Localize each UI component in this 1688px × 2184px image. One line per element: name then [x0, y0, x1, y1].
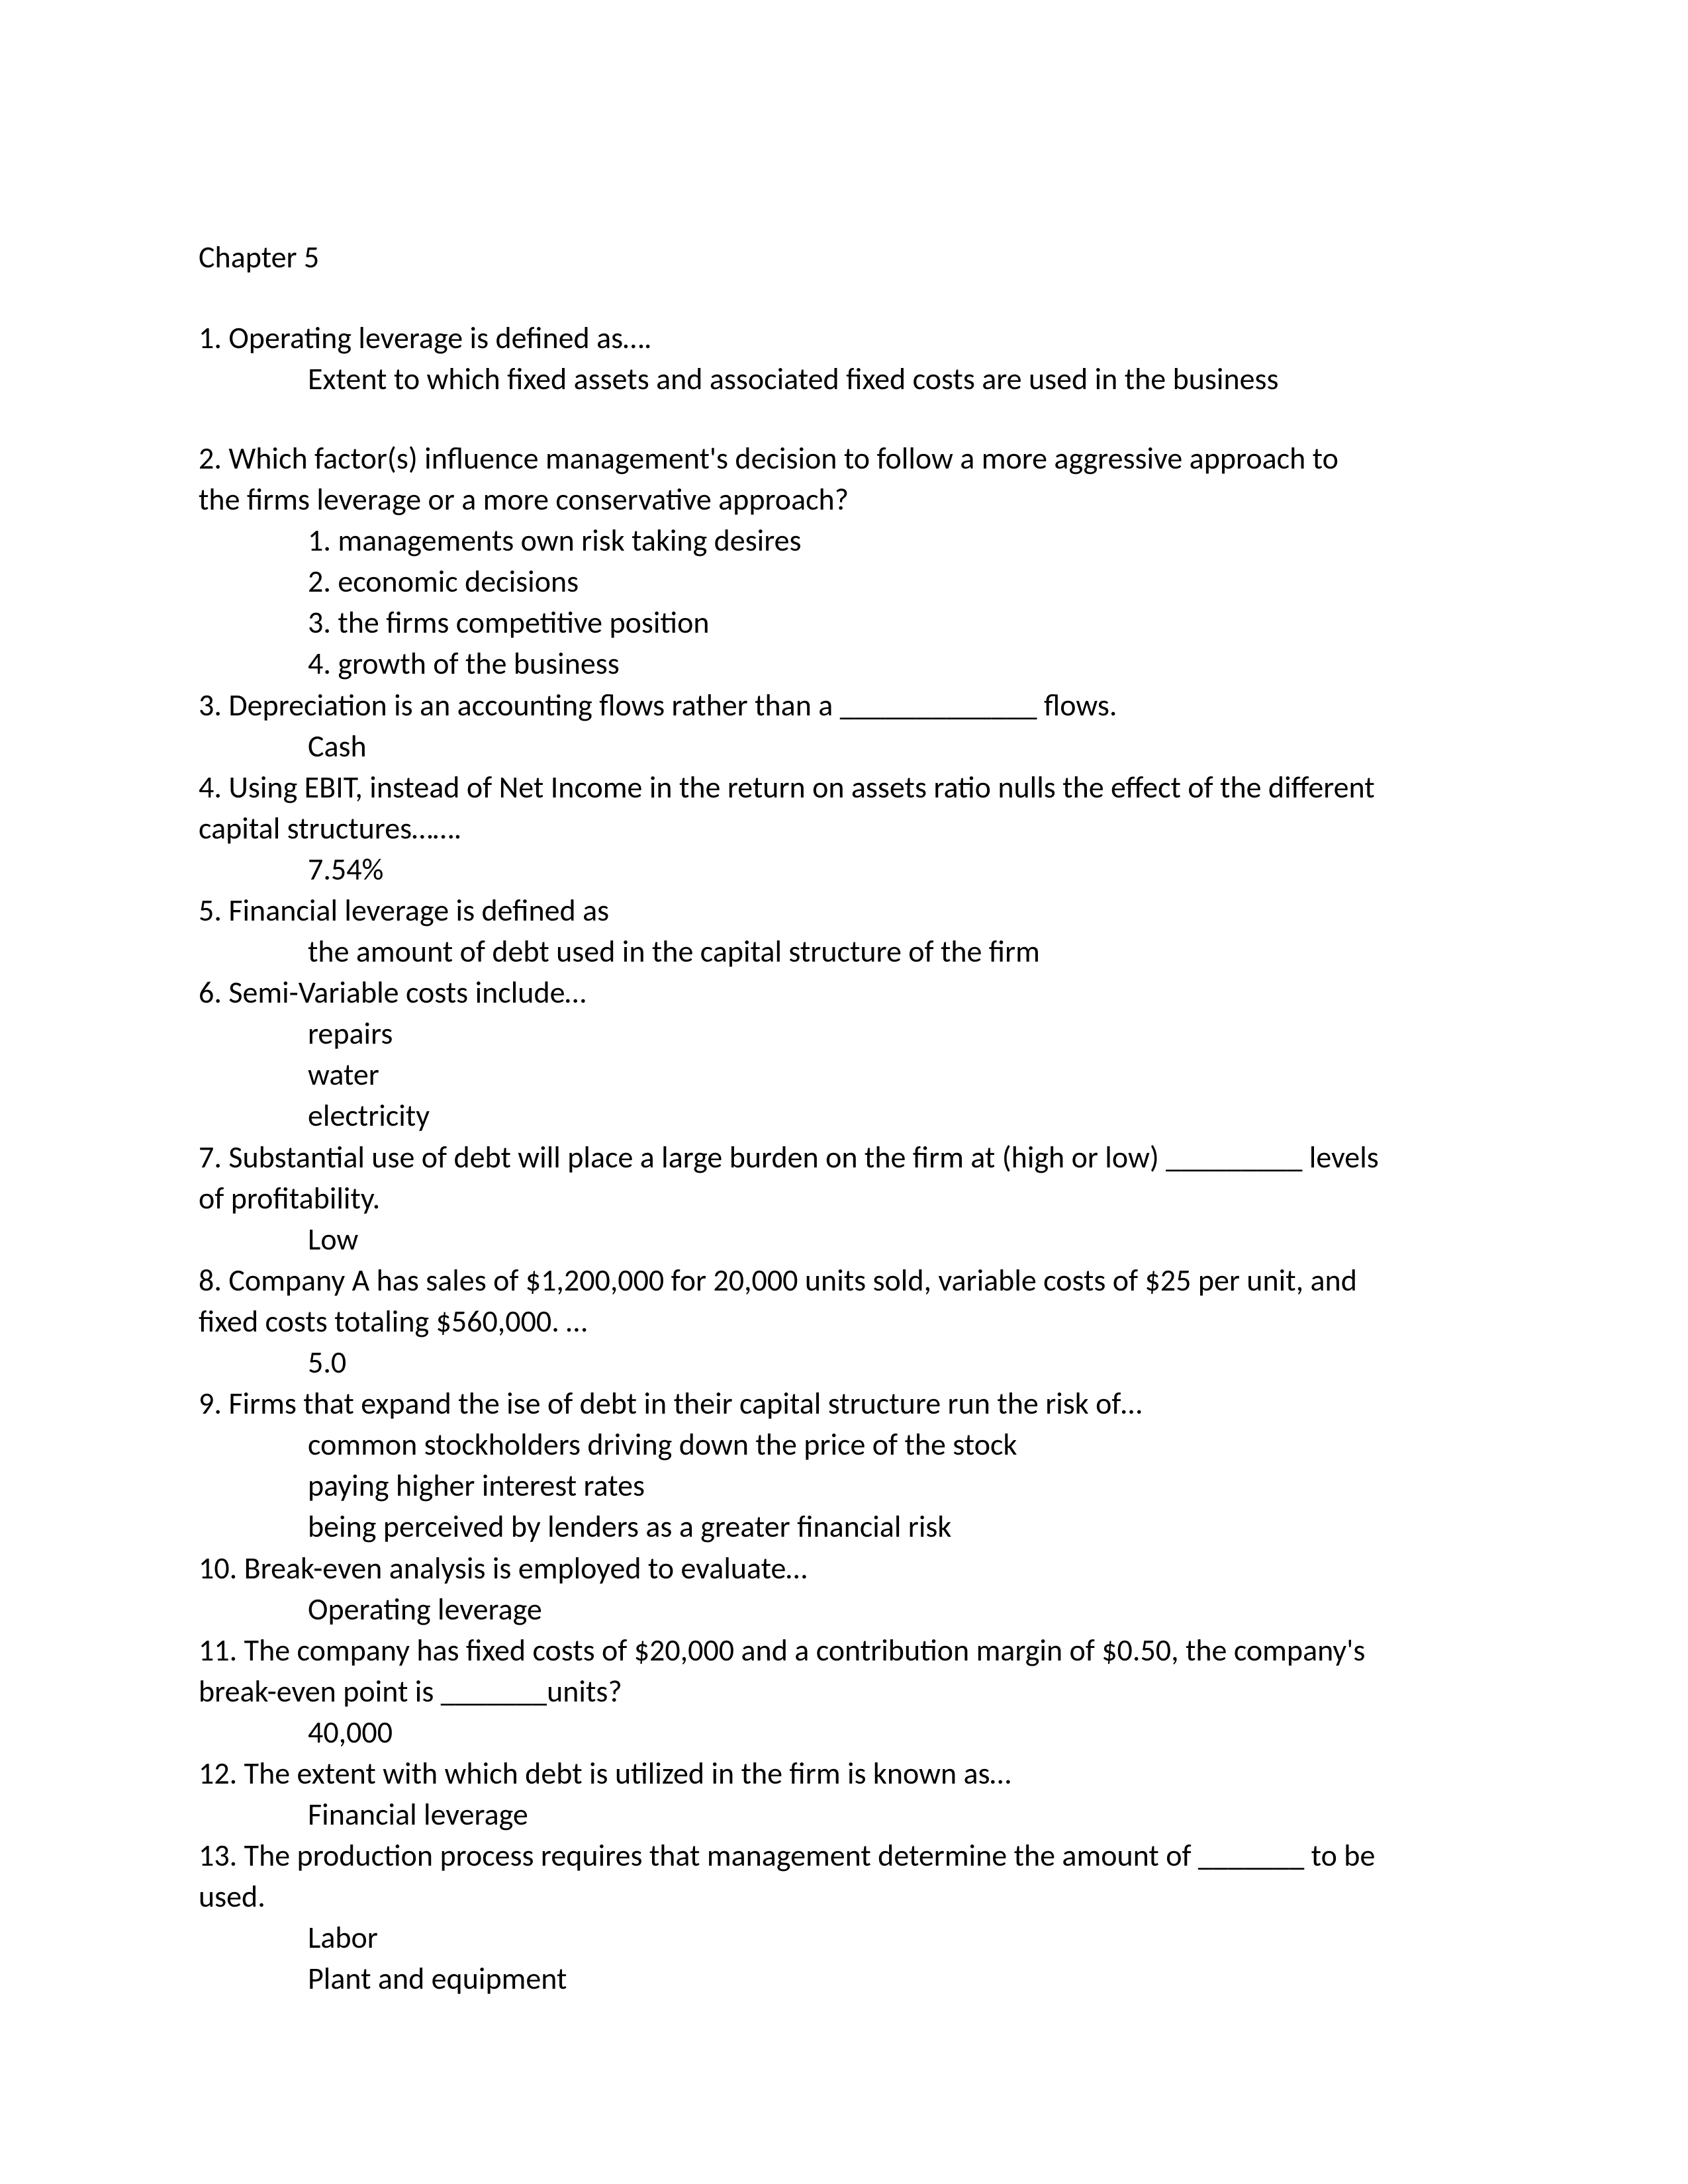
- question-block-2: 2. Which factor(s) influence management'…: [199, 438, 1489, 685]
- answer-text: repairs: [199, 1013, 1489, 1054]
- answer-text: paying higher interest rates: [199, 1465, 1489, 1506]
- answer-text: 3. the firms competitive position: [199, 602, 1489, 643]
- question-text: 6. Semi-Variable costs include…: [199, 972, 1489, 1013]
- answer-text: 4. growth of the business: [199, 643, 1489, 684]
- question-block-4: 4. Using EBIT, instead of Net Income in …: [199, 767, 1489, 890]
- question-text-cont: fixed costs totaling $560,000. …: [199, 1301, 1489, 1342]
- question-text: 9. Firms that expand the ise of debt in …: [199, 1383, 1489, 1424]
- question-text-cont: of profitability.: [199, 1178, 1489, 1219]
- question-text: 1. Operating leverage is defined as….: [199, 318, 1489, 359]
- document-page: Chapter 5 1. Operating leverage is defin…: [0, 0, 1688, 2184]
- question-text: 13. The production process requires that…: [199, 1835, 1489, 1876]
- spacer: [199, 400, 1489, 438]
- answer-text: water: [199, 1054, 1489, 1095]
- question-text-cont: the firms leverage or a more conservativ…: [199, 479, 1489, 520]
- question-text-cont: break-even point is _______units?: [199, 1671, 1489, 1712]
- question-block-6: 6. Semi-Variable costs include… repairs …: [199, 972, 1489, 1136]
- answer-text: common stockholders driving down the pri…: [199, 1424, 1489, 1465]
- question-text: 2. Which factor(s) influence management'…: [199, 438, 1489, 479]
- answer-text: Cash: [199, 726, 1489, 767]
- question-text: 8. Company A has sales of $1,200,000 for…: [199, 1260, 1489, 1301]
- question-text: 10. Break-even analysis is employed to e…: [199, 1548, 1489, 1589]
- question-block-3: 3. Depreciation is an accounting flows r…: [199, 685, 1489, 767]
- answer-text: being perceived by lenders as a greater …: [199, 1506, 1489, 1547]
- answer-text: Operating leverage: [199, 1589, 1489, 1630]
- question-block-5: 5. Financial leverage is defined as the …: [199, 890, 1489, 972]
- answer-text: Low: [199, 1219, 1489, 1260]
- answer-text: 40,000: [199, 1712, 1489, 1753]
- answer-text: 5.0: [199, 1342, 1489, 1383]
- question-text: 12. The extent with which debt is utiliz…: [199, 1753, 1489, 1794]
- question-block-9: 9. Firms that expand the ise of debt in …: [199, 1383, 1489, 1547]
- question-block-7: 7. Substantial use of debt will place a …: [199, 1137, 1489, 1260]
- answer-text: electricity: [199, 1095, 1489, 1136]
- answer-text: Labor: [199, 1917, 1489, 1958]
- question-block-1: 1. Operating leverage is defined as…. Ex…: [199, 318, 1489, 400]
- answer-text: Extent to which fixed assets and associa…: [199, 359, 1489, 400]
- question-block-8: 8. Company A has sales of $1,200,000 for…: [199, 1260, 1489, 1383]
- question-block-11: 11. The company has fixed costs of $20,0…: [199, 1630, 1489, 1753]
- answer-text: 7.54%: [199, 849, 1489, 890]
- question-text: 3. Depreciation is an accounting flows r…: [199, 685, 1489, 726]
- answer-text: Plant and equipment: [199, 1958, 1489, 1999]
- answer-text: the amount of debt used in the capital s…: [199, 931, 1489, 972]
- chapter-title: Chapter 5: [199, 238, 1489, 278]
- question-block-12: 12. The extent with which debt is utiliz…: [199, 1753, 1489, 1835]
- answer-text: Financial leverage: [199, 1794, 1489, 1835]
- question-text: 7. Substantial use of debt will place a …: [199, 1137, 1489, 1178]
- question-text: 5. Financial leverage is defined as: [199, 890, 1489, 931]
- question-text: 11. The company has fixed costs of $20,0…: [199, 1630, 1489, 1671]
- question-text-cont: capital structures…….: [199, 808, 1489, 849]
- answer-text: 2. economic decisions: [199, 561, 1489, 602]
- answer-text: 1. managements own risk taking desires: [199, 520, 1489, 561]
- question-text-cont: used.: [199, 1876, 1489, 1917]
- question-block-10: 10. Break-even analysis is employed to e…: [199, 1548, 1489, 1630]
- question-text: 4. Using EBIT, instead of Net Income in …: [199, 767, 1489, 808]
- question-block-13: 13. The production process requires that…: [199, 1835, 1489, 1999]
